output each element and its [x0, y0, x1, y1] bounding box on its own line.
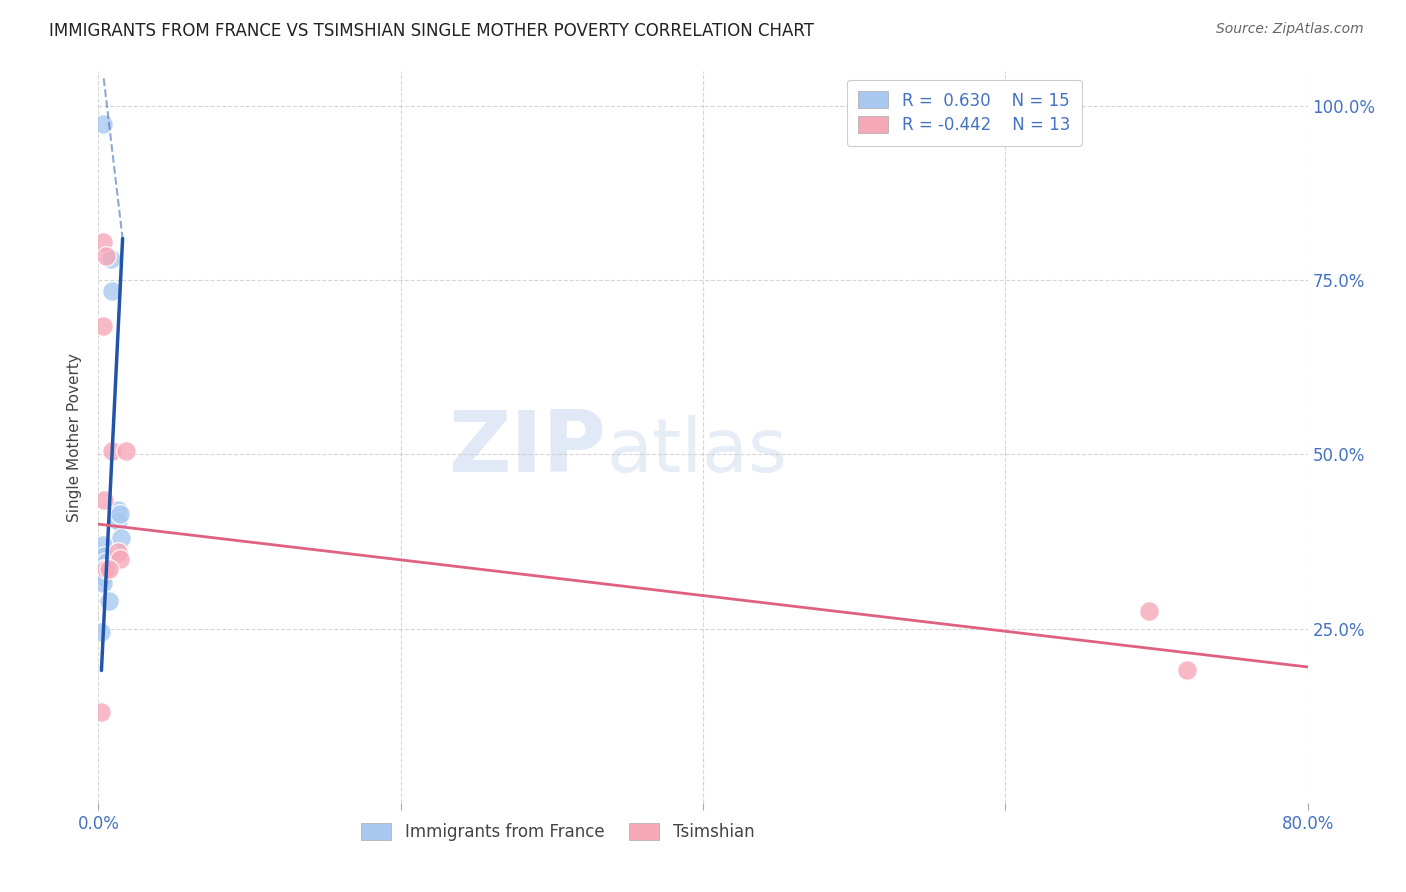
Point: [91, 117, 114, 131]
Point: [90, 705, 112, 719]
Legend: Immigrants from France, Tsimshian: Immigrants from France, Tsimshian: [353, 814, 762, 849]
Point: [98, 562, 121, 576]
Text: atlas: atlas: [606, 415, 787, 488]
Text: ZIP: ZIP: [449, 407, 606, 490]
Point: [107, 503, 129, 517]
Point: [90, 625, 112, 640]
Point: [110, 531, 132, 545]
Point: [107, 545, 129, 559]
Point: [107, 514, 129, 528]
Point: [94, 249, 117, 263]
Point: [93, 492, 115, 507]
Point: [114, 444, 136, 458]
Point: [100, 252, 122, 267]
Y-axis label: Single Mother Poverty: Single Mother Poverty: [67, 352, 83, 522]
Point: [91, 569, 114, 583]
Point: [94, 556, 117, 570]
Point: [101, 444, 124, 458]
Point: [91, 576, 114, 591]
Point: [1137, 604, 1160, 618]
Point: [101, 284, 124, 298]
Point: [91, 235, 114, 249]
Point: [98, 594, 121, 608]
Point: [94, 562, 117, 576]
Point: [1175, 664, 1198, 678]
Point: [91, 318, 114, 333]
Text: Source: ZipAtlas.com: Source: ZipAtlas.com: [1216, 22, 1364, 37]
Point: [93, 549, 115, 563]
Point: [108, 507, 131, 521]
Text: IMMIGRANTS FROM FRANCE VS TSIMSHIAN SINGLE MOTHER POVERTY CORRELATION CHART: IMMIGRANTS FROM FRANCE VS TSIMSHIAN SING…: [49, 22, 814, 40]
Point: [108, 552, 131, 566]
Point: [91, 538, 114, 552]
Point: [93, 562, 115, 576]
